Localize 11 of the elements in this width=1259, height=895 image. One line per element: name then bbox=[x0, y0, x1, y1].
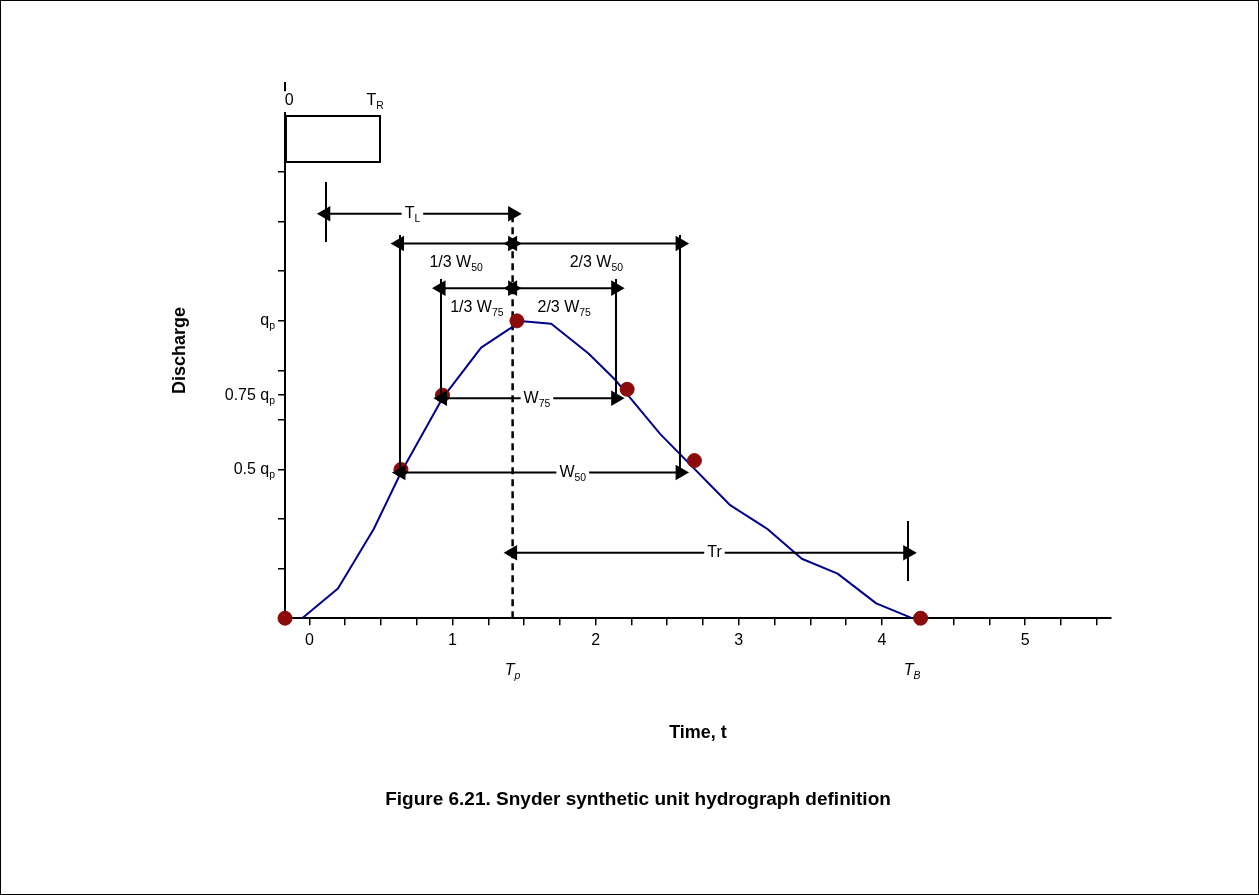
x-tick-label: 0 bbox=[304, 631, 314, 649]
y-axis-title: Discharge bbox=[168, 307, 189, 395]
text: Figure 6.21. Snyder synthetic unit hydrograph definition bbox=[385, 787, 891, 809]
x-tick-label: 5 bbox=[1020, 631, 1030, 649]
x-tick-label: 1 bbox=[448, 631, 458, 649]
x-tick-label: 4 bbox=[877, 631, 887, 649]
x-tick-label: 2 bbox=[591, 631, 601, 649]
annotation: Tr bbox=[707, 543, 723, 561]
annotation: 0 bbox=[284, 91, 294, 109]
x-tick-label: 3 bbox=[734, 631, 744, 649]
x-axis-title: Time, t bbox=[669, 722, 727, 743]
